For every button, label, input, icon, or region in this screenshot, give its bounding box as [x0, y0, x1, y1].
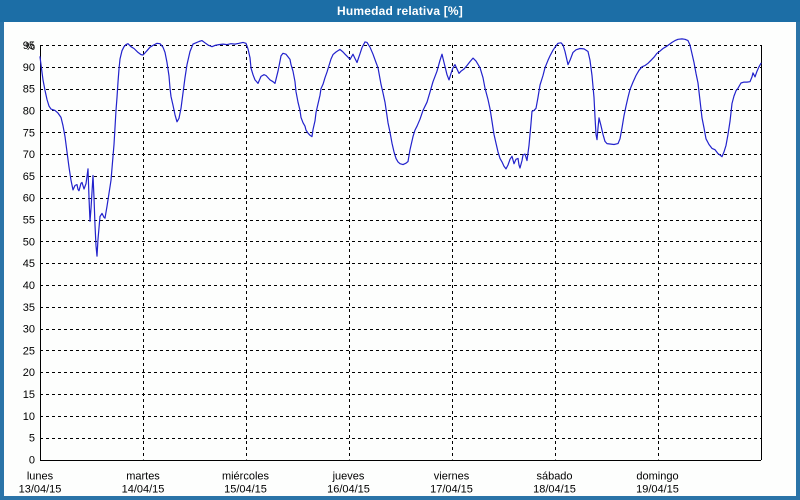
svg-text:16/04/15: 16/04/15: [327, 484, 370, 496]
svg-text:17/04/15: 17/04/15: [430, 484, 473, 496]
svg-text:%: %: [25, 41, 35, 53]
svg-text:55: 55: [23, 215, 35, 227]
svg-text:45: 45: [23, 258, 35, 270]
chart-panel: 0 5 10 15 20 25 30 35 40 45 50 55 60 65 70 75 80 85 90 95% l…: [4, 22, 796, 496]
chart-title: Humedad relativa [%]: [336, 4, 464, 18]
svg-text:domingo: domingo: [636, 471, 678, 483]
svg-text:14/04/15: 14/04/15: [122, 484, 165, 496]
svg-text:80: 80: [23, 105, 35, 117]
svg-text:jueves: jueves: [332, 471, 365, 483]
svg-text:25: 25: [23, 345, 35, 357]
svg-text:40: 40: [23, 280, 35, 292]
svg-text:13/04/15: 13/04/15: [19, 484, 62, 496]
svg-text:10: 10: [23, 411, 35, 423]
svg-text:65: 65: [23, 171, 35, 183]
svg-text:35: 35: [23, 302, 35, 314]
svg-text:sábado: sábado: [536, 471, 572, 483]
svg-text:85: 85: [23, 84, 35, 96]
svg-text:30: 30: [23, 324, 35, 336]
svg-text:60: 60: [23, 193, 35, 205]
svg-text:lunes: lunes: [27, 471, 54, 483]
humidity-line-chart: 0 5 10 15 20 25 30 35 40 45 50 55 60 65 70 75 80 85 90 95% l…: [19, 38, 762, 496]
svg-text:50: 50: [23, 236, 35, 248]
svg-text:20: 20: [23, 367, 35, 379]
svg-text:70: 70: [23, 149, 35, 161]
title-bar: Humedad relativa [%]: [0, 0, 800, 22]
svg-text:18/04/15: 18/04/15: [533, 484, 576, 496]
svg-text:viernes: viernes: [434, 471, 470, 483]
svg-text:martes: martes: [126, 471, 160, 483]
svg-text:19/04/15: 19/04/15: [636, 484, 679, 496]
svg-text:0: 0: [29, 455, 35, 467]
svg-text:15: 15: [23, 389, 35, 401]
svg-text:95: 95: [23, 40, 35, 52]
svg-text:miércoles: miércoles: [222, 471, 270, 483]
svg-text:90: 90: [23, 62, 35, 74]
svg-text:15/04/15: 15/04/15: [224, 484, 267, 496]
svg-text:5: 5: [29, 433, 35, 445]
svg-text:75: 75: [23, 127, 35, 139]
